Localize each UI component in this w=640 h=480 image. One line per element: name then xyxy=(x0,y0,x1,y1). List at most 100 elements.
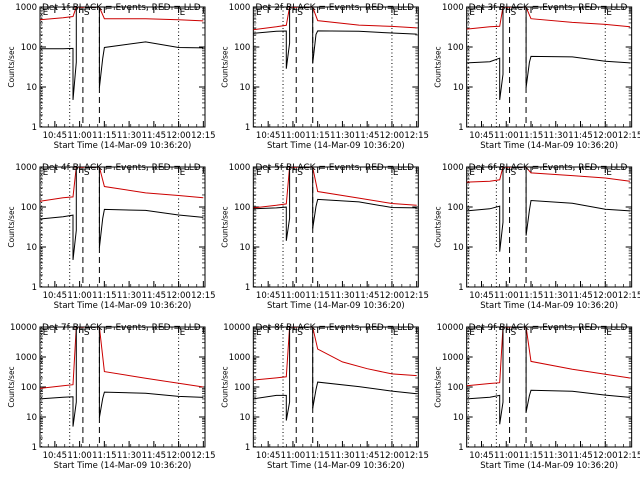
x-axis-label: Start Time (14-Mar-09 10:36:20) xyxy=(54,141,192,151)
lld-series-line xyxy=(466,167,631,183)
y-tick-label: 1 xyxy=(32,443,37,453)
panel-title: Det 3f BLACK = Events, RED = LLD xyxy=(469,3,628,13)
event-marker-label: E xyxy=(180,8,186,18)
lld-series-line xyxy=(40,7,204,22)
event-marker-label: E xyxy=(43,328,49,338)
y-tick-label: 1 xyxy=(245,123,250,133)
detector-panel-8: 1 10 100 1000 10000 10:45 11:00 11:15 11:30 11:45… xyxy=(220,323,429,471)
lld-series-line xyxy=(253,7,417,31)
event-marker-label: E xyxy=(469,168,475,178)
plot-frame xyxy=(39,326,206,448)
y-tick-label: 1000 xyxy=(15,353,37,363)
lld-series-line xyxy=(253,167,417,209)
y-tick-label: 10 xyxy=(240,83,251,93)
y-axis-label: Counts/sec xyxy=(434,46,443,87)
plot-frame xyxy=(252,326,419,448)
y-tick-label: 10 xyxy=(240,413,251,423)
events-series-line xyxy=(40,167,204,260)
x-tick-label: 11:15 xyxy=(92,451,117,461)
y-tick-label: 10000 xyxy=(437,323,464,333)
events-series-line xyxy=(466,167,631,252)
event-marker-label: E xyxy=(256,168,262,178)
y-tick-label: 10000 xyxy=(10,323,37,333)
plot-frame xyxy=(39,6,206,128)
y-tick-label: 10 xyxy=(26,413,37,423)
events-series-line xyxy=(40,7,204,100)
x-axis-label: Start Time (14-Mar-09 10:36:20) xyxy=(54,301,192,311)
panel-title: Det 5f BLACK = Events, RED = LLD xyxy=(255,163,414,173)
y-tick-label: 100 xyxy=(447,203,463,213)
y-tick-label: 10 xyxy=(453,413,464,423)
x-tick-label: 11:45 xyxy=(568,291,593,301)
plot-frame xyxy=(466,166,633,288)
x-tick-label: 11:00 xyxy=(494,131,519,141)
y-tick-label: 10 xyxy=(240,243,251,253)
x-tick-label: 11:15 xyxy=(92,131,117,141)
panel-title: Det 7f BLACK = Events, RED = LLD xyxy=(42,323,201,333)
event-marker-label: S xyxy=(511,8,517,18)
x-tick-label: 11:45 xyxy=(355,291,380,301)
y-axis-label: Counts/sec xyxy=(220,46,229,87)
x-tick-label: 11:00 xyxy=(67,131,92,141)
y-tick-label: 1000 xyxy=(15,163,37,173)
x-tick-label: 11:00 xyxy=(281,291,306,301)
plot-frame xyxy=(252,6,419,128)
x-tick-label: 12:15 xyxy=(618,451,640,461)
x-tick-label: 11:30 xyxy=(117,451,142,461)
event-marker-label: E xyxy=(393,8,399,18)
event-marker-label: E xyxy=(43,8,49,18)
event-marker-label: E xyxy=(469,328,475,338)
y-tick-label: 100 xyxy=(21,383,37,393)
x-tick-label: 11:00 xyxy=(67,451,92,461)
x-tick-label: 12:00 xyxy=(166,291,191,301)
event-marker-label: S xyxy=(297,8,303,18)
detector-panel-4: 1 10 100 1000 10:45 11:00 11:15 11:30 11:45 12:00… xyxy=(7,163,216,311)
x-axis-label: Start Time (14-Mar-09 10:36:20) xyxy=(267,141,405,151)
x-tick-label: 11:00 xyxy=(281,451,306,461)
event-marker-label: S xyxy=(511,168,517,178)
event-marker-label: E xyxy=(393,168,399,178)
x-tick-label: 12:00 xyxy=(166,451,191,461)
x-axis-label: Start Time (14-Mar-09 10:36:20) xyxy=(480,301,618,311)
event-marker-label: E xyxy=(256,328,262,338)
x-tick-label: 11:30 xyxy=(330,451,355,461)
x-tick-label: 12:15 xyxy=(618,291,640,301)
x-tick-label: 10:45 xyxy=(43,291,68,301)
x-tick-label: 12:00 xyxy=(166,131,191,141)
events-series-line xyxy=(253,167,417,241)
event-marker-label: E xyxy=(180,328,186,338)
y-tick-label: 100 xyxy=(234,383,250,393)
x-tick-label: 10:45 xyxy=(469,131,494,141)
x-tick-label: 11:45 xyxy=(142,131,167,141)
x-tick-label: 10:45 xyxy=(43,451,68,461)
events-series-line xyxy=(253,7,417,69)
x-tick-label: 11:45 xyxy=(568,131,593,141)
x-tick-label: 11:15 xyxy=(519,131,544,141)
events-series-line xyxy=(253,327,417,421)
y-axis-label: Counts/sec xyxy=(220,206,229,247)
panel-title: Det 6f BLACK = Events, RED = LLD xyxy=(469,163,628,173)
lld-series-line xyxy=(466,327,631,387)
x-tick-label: 11:45 xyxy=(142,291,167,301)
y-tick-label: 1 xyxy=(245,283,250,293)
x-tick-label: 12:15 xyxy=(191,131,216,141)
x-tick-label: 11:45 xyxy=(355,451,380,461)
lld-series-line xyxy=(253,327,417,381)
y-axis-label: Counts/sec xyxy=(7,366,16,407)
detector-panel-3: 1 10 100 1000 10:45 11:00 11:15 11:30 11:45 12:00… xyxy=(434,3,640,151)
x-tick-label: 10:45 xyxy=(469,451,494,461)
y-tick-label: 1000 xyxy=(229,353,251,363)
x-tick-label: 12:15 xyxy=(191,291,216,301)
y-axis-label: Counts/sec xyxy=(7,206,16,247)
x-tick-label: 12:15 xyxy=(404,131,429,141)
lld-series-line xyxy=(40,167,204,202)
x-tick-label: 11:45 xyxy=(142,451,167,461)
x-tick-label: 11:15 xyxy=(519,451,544,461)
x-tick-label: 11:00 xyxy=(281,131,306,141)
detector-panel-5: 1 10 100 1000 10:45 11:00 11:15 11:30 11:45 12:00… xyxy=(220,163,429,311)
x-axis-label: Start Time (14-Mar-09 10:36:20) xyxy=(480,461,618,471)
y-tick-label: 1000 xyxy=(442,3,464,13)
x-tick-label: 11:15 xyxy=(92,291,117,301)
x-tick-label: 11:00 xyxy=(494,451,519,461)
x-tick-label: 10:45 xyxy=(256,291,281,301)
